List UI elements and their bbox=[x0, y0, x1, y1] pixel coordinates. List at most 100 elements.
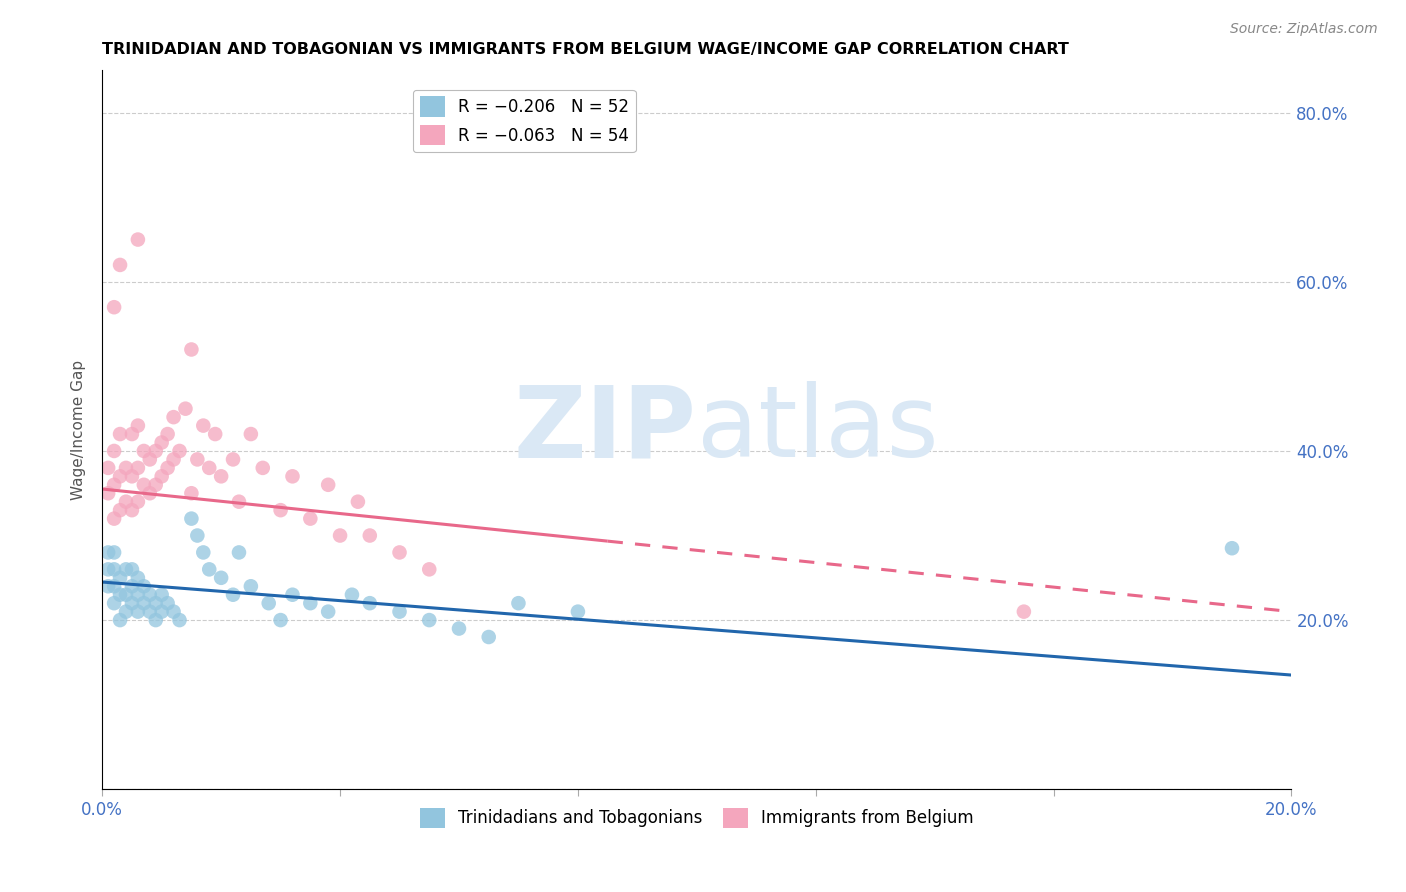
Point bbox=[359, 528, 381, 542]
Point bbox=[186, 452, 208, 467]
Point bbox=[108, 258, 131, 272]
Point bbox=[139, 486, 162, 500]
Point bbox=[103, 579, 125, 593]
Point bbox=[97, 562, 120, 576]
Point bbox=[115, 494, 138, 508]
Text: atlas: atlas bbox=[697, 381, 938, 478]
Point bbox=[127, 461, 149, 475]
Point bbox=[139, 452, 162, 467]
Point bbox=[103, 562, 125, 576]
Point bbox=[103, 545, 125, 559]
Point bbox=[132, 579, 155, 593]
Point bbox=[115, 461, 138, 475]
Point bbox=[97, 461, 120, 475]
Point bbox=[204, 427, 226, 442]
Point bbox=[121, 562, 143, 576]
Point bbox=[340, 588, 363, 602]
Point bbox=[127, 605, 149, 619]
Point bbox=[97, 545, 120, 559]
Point bbox=[316, 605, 339, 619]
Point bbox=[108, 613, 131, 627]
Point bbox=[115, 588, 138, 602]
Point bbox=[139, 605, 162, 619]
Point bbox=[180, 486, 202, 500]
Point bbox=[316, 477, 339, 491]
Point bbox=[103, 444, 125, 458]
Point bbox=[252, 461, 274, 475]
Point bbox=[108, 588, 131, 602]
Point bbox=[1220, 541, 1243, 556]
Point bbox=[97, 486, 120, 500]
Point bbox=[108, 469, 131, 483]
Point bbox=[97, 579, 120, 593]
Point bbox=[156, 596, 179, 610]
Point bbox=[222, 588, 245, 602]
Point bbox=[103, 300, 125, 314]
Point bbox=[127, 494, 149, 508]
Point bbox=[139, 588, 162, 602]
Point bbox=[150, 469, 173, 483]
Point bbox=[418, 562, 440, 576]
Point bbox=[169, 613, 191, 627]
Point bbox=[359, 596, 381, 610]
Point bbox=[121, 427, 143, 442]
Point bbox=[180, 511, 202, 525]
Point bbox=[347, 494, 370, 508]
Point bbox=[121, 503, 143, 517]
Text: ZIP: ZIP bbox=[515, 381, 697, 478]
Point bbox=[478, 630, 501, 644]
Point bbox=[198, 461, 221, 475]
Point bbox=[145, 596, 167, 610]
Point bbox=[174, 401, 197, 416]
Point bbox=[108, 571, 131, 585]
Point bbox=[103, 596, 125, 610]
Point bbox=[239, 427, 262, 442]
Point bbox=[162, 410, 184, 425]
Legend: Trinidadians and Tobagonians, Immigrants from Belgium: Trinidadians and Tobagonians, Immigrants… bbox=[413, 801, 980, 835]
Point bbox=[257, 596, 280, 610]
Point bbox=[127, 233, 149, 247]
Text: Source: ZipAtlas.com: Source: ZipAtlas.com bbox=[1230, 22, 1378, 37]
Point bbox=[209, 469, 232, 483]
Point bbox=[156, 427, 179, 442]
Point bbox=[270, 613, 292, 627]
Point bbox=[239, 579, 262, 593]
Point bbox=[270, 503, 292, 517]
Point bbox=[222, 452, 245, 467]
Y-axis label: Wage/Income Gap: Wage/Income Gap bbox=[72, 359, 86, 500]
Point bbox=[169, 444, 191, 458]
Point bbox=[103, 511, 125, 525]
Point bbox=[108, 503, 131, 517]
Point bbox=[115, 605, 138, 619]
Point bbox=[127, 571, 149, 585]
Point bbox=[150, 435, 173, 450]
Point bbox=[127, 418, 149, 433]
Point bbox=[447, 622, 470, 636]
Point bbox=[156, 461, 179, 475]
Point bbox=[103, 477, 125, 491]
Point bbox=[132, 444, 155, 458]
Point bbox=[281, 469, 304, 483]
Point bbox=[388, 605, 411, 619]
Point bbox=[108, 427, 131, 442]
Point bbox=[198, 562, 221, 576]
Point bbox=[186, 528, 208, 542]
Point bbox=[567, 605, 589, 619]
Point bbox=[162, 452, 184, 467]
Point bbox=[121, 596, 143, 610]
Point bbox=[418, 613, 440, 627]
Point bbox=[299, 511, 322, 525]
Point bbox=[145, 613, 167, 627]
Point bbox=[193, 545, 215, 559]
Point bbox=[150, 605, 173, 619]
Point bbox=[180, 343, 202, 357]
Text: TRINIDADIAN AND TOBAGONIAN VS IMMIGRANTS FROM BELGIUM WAGE/INCOME GAP CORRELATIO: TRINIDADIAN AND TOBAGONIAN VS IMMIGRANTS… bbox=[103, 42, 1069, 57]
Point bbox=[299, 596, 322, 610]
Point bbox=[115, 562, 138, 576]
Point bbox=[127, 588, 149, 602]
Point bbox=[121, 469, 143, 483]
Point bbox=[132, 477, 155, 491]
Point bbox=[193, 418, 215, 433]
Point bbox=[162, 605, 184, 619]
Point bbox=[121, 579, 143, 593]
